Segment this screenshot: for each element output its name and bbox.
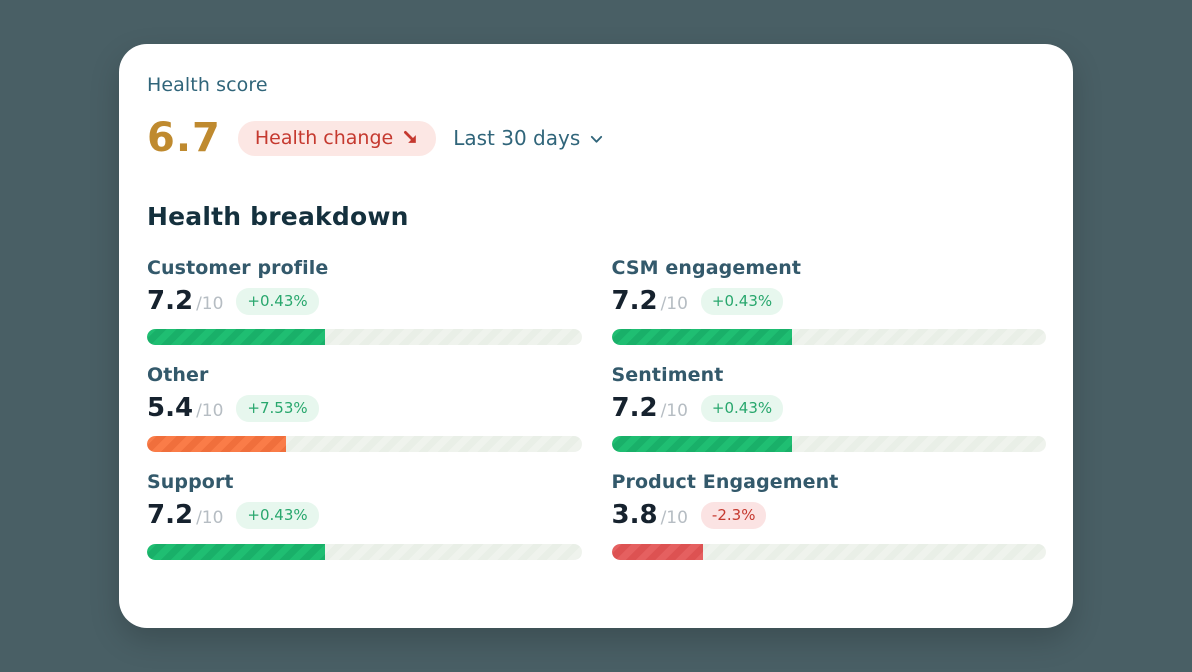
- metric-progress-fill: [147, 329, 326, 346]
- metric-denominator: /10: [196, 508, 224, 529]
- metric-change-badge: +7.53%: [236, 395, 319, 423]
- chevron-down-icon: [589, 132, 604, 147]
- metric-score: 3.8: [611, 500, 658, 531]
- metric-progress-fill: [147, 543, 326, 560]
- metric-customer-profile: Customer profile 7.2 /10 +0.43%: [147, 257, 582, 346]
- metric-progress-fill: [147, 436, 287, 453]
- metric-score: 7.2: [147, 286, 194, 316]
- overall-health-score: 6.7: [147, 115, 221, 161]
- metric-support: Support 7.2 /10 +0.43%: [147, 471, 582, 560]
- metric-denominator: /10: [660, 294, 688, 314]
- trend-down-arrow-icon: [402, 129, 419, 146]
- metric-denominator: /10: [196, 294, 224, 314]
- health-score-card: Health score 6.7 Health change Last 30 d…: [119, 44, 1073, 628]
- section-title: Health breakdown: [147, 202, 409, 231]
- metric-denominator: /10: [660, 401, 688, 422]
- metric-name: Product Engagement: [611, 471, 839, 494]
- metric-score: 7.2: [147, 500, 194, 531]
- health-change-label: Health change: [254, 126, 394, 149]
- metric-progress-track: [611, 543, 1046, 560]
- period-dropdown-label: Last 30 days: [453, 126, 581, 150]
- metric-score: 7.2: [611, 393, 658, 424]
- metric-other: Other 5.4 /10 +7.53%: [147, 364, 582, 453]
- metric-progress-track: [147, 543, 582, 560]
- metrics-grid: Customer profile 7.2 /10 +0.43% CSM enga…: [147, 257, 1046, 560]
- metric-denominator: /10: [196, 401, 224, 422]
- metric-progress-fill: [611, 329, 792, 346]
- period-dropdown[interactable]: Last 30 days: [453, 126, 604, 150]
- metric-name: Other: [147, 364, 209, 387]
- metric-name: Support: [147, 471, 234, 494]
- metric-product-engagement: Product Engagement 3.8 /10 -2.3%: [611, 471, 1046, 560]
- metric-change-badge: +0.43%: [700, 288, 784, 316]
- metric-denominator: /10: [660, 508, 688, 529]
- metric-score: 5.4: [147, 393, 194, 424]
- metric-name: CSM engagement: [611, 257, 802, 279]
- metric-name: Sentiment: [611, 364, 724, 387]
- metric-progress-track: [147, 436, 582, 453]
- metric-progress-fill: [611, 436, 792, 453]
- metric-csm-engagement: CSM engagement 7.2 /10 +0.43%: [611, 257, 1046, 346]
- metric-score: 7.2: [611, 286, 658, 316]
- metric-change-badge: +0.43%: [236, 502, 319, 530]
- metric-progress-track: [611, 436, 1046, 453]
- metric-progress-track: [611, 329, 1046, 346]
- metric-sentiment: Sentiment 7.2 /10 +0.43%: [611, 364, 1046, 453]
- metric-name: Customer profile: [147, 257, 329, 279]
- health-change-badge[interactable]: Health change: [237, 120, 437, 156]
- metric-progress-fill: [611, 543, 703, 560]
- metric-change-badge: +0.43%: [236, 288, 319, 316]
- metric-progress-track: [147, 329, 582, 346]
- card-title: Health score: [147, 74, 268, 96]
- score-row: 6.7 Health change Last 30 days: [147, 118, 1046, 158]
- metric-change-badge: +0.43%: [700, 395, 784, 423]
- metric-change-badge: -2.3%: [700, 502, 767, 530]
